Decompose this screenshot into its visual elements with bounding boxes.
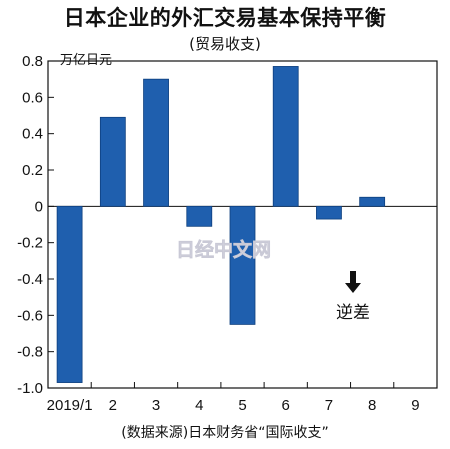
y-tick-label: -0.8 — [17, 344, 43, 361]
x-tick-label: 2019/1 — [47, 397, 93, 414]
y-tick-label: 0.8 — [22, 53, 43, 70]
bars — [56, 66, 386, 383]
x-tick-label: 4 — [195, 397, 203, 414]
chart-title: 日本企业的外汇交易基本保持平衡 — [63, 6, 387, 30]
y-tick-label: -0.4 — [17, 271, 43, 288]
unit-label: 万亿日元 — [60, 53, 112, 68]
bar — [56, 205, 83, 383]
x-tick-label: 3 — [152, 397, 160, 414]
y-tick-label: 0.2 — [22, 162, 43, 179]
y-tick-label: -0.2 — [17, 235, 43, 252]
x-tick-label: 9 — [411, 397, 419, 414]
y-tick-label: 0.6 — [22, 89, 43, 106]
deficit-annotation: 逆差 — [336, 271, 370, 323]
source-note: (数据来源)日本财务省“国际收支” — [121, 425, 329, 441]
watermark: 日经中文网 — [176, 238, 271, 261]
down-arrow-icon — [345, 271, 361, 293]
x-tick-label: 2 — [109, 397, 117, 414]
x-tick-label: 5 — [238, 397, 246, 414]
bar — [99, 116, 126, 207]
bar — [272, 66, 299, 207]
y-tick-label: 0.4 — [22, 126, 43, 143]
x-tick-label: 6 — [282, 397, 290, 414]
bar — [359, 196, 386, 207]
y-tick-label: 0 — [35, 198, 43, 215]
y-tick-label: -1.0 — [17, 380, 43, 397]
bar — [186, 205, 213, 227]
deficit-label: 逆差 — [336, 303, 370, 323]
bar — [143, 78, 169, 207]
bar — [229, 205, 256, 325]
x-tick-label: 8 — [368, 397, 376, 414]
bar — [316, 205, 342, 220]
plot-frame — [47, 60, 438, 389]
x-tick-label: 7 — [325, 397, 333, 414]
chart-subtitle: (贸易收支) — [189, 35, 261, 53]
y-tick-label: -0.6 — [17, 307, 43, 324]
